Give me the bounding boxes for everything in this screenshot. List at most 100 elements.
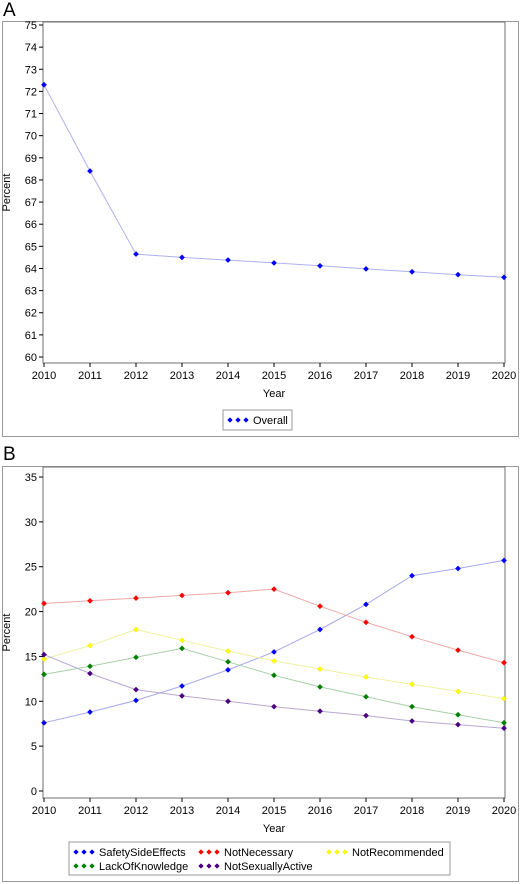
panel-b-legend-marker-LackOfKnowledge	[73, 863, 79, 869]
panel-b-point-NotSexuallyActive	[41, 651, 47, 658]
panel-b-x-tick-label: 2015	[262, 805, 286, 817]
panel-b-point-LackOfKnowledge	[271, 672, 277, 679]
panel-b-y-tick-label: 5	[31, 741, 37, 753]
panel-b-point-NotNecessary	[409, 633, 415, 640]
panel-b-point-NotRecommended	[179, 637, 185, 644]
panel-b-point-NotSexuallyActive	[225, 698, 231, 705]
panel-a-legend-marker-Overall	[227, 417, 233, 423]
panel-a-frame	[2, 21, 519, 437]
panel-a-y-tick-label: 63	[25, 286, 37, 298]
panel-a-y-tick-label: 73	[25, 64, 37, 76]
panel-a-y-tick-label: 70	[25, 131, 37, 143]
panel-b-point-NotRecommended	[409, 681, 415, 688]
panel-a-x-tick-label: 2011	[78, 370, 102, 382]
panel-b-y-tick-label: 25	[25, 562, 37, 574]
panel-a-x-tick-label: 2016	[308, 370, 332, 382]
panel-b-y-tick-label: 20	[25, 607, 37, 619]
panel-a-point-Overall	[133, 251, 139, 258]
panel-b-x-tick-label: 2010	[32, 805, 56, 817]
panel-a-point-Overall	[317, 262, 323, 269]
panel-b-legend-marker-LackOfKnowledge	[89, 863, 95, 869]
panel-a-x-axis-title: Year	[263, 388, 286, 400]
panel-b-point-LackOfKnowledge	[179, 645, 185, 652]
panel-b-series-line-NotSexuallyActive	[43, 654, 505, 729]
panel-b-series-line-SafetySideEffects	[43, 559, 505, 724]
panel-a-x-tick-label: 2012	[124, 370, 148, 382]
panel-b-legend-marker-SafetySideEffects	[81, 849, 87, 855]
panel-b-point-LackOfKnowledge	[87, 663, 93, 670]
panel-b-plot-area	[42, 466, 506, 799]
panel-b-point-NotRecommended	[455, 688, 461, 695]
panel-b-point-SafetySideEffects	[179, 683, 185, 689]
panel-b-point-NotNecessary	[501, 659, 507, 666]
panel-a-plot-area	[42, 21, 506, 364]
panel-a-y-tick-label: 62	[25, 308, 37, 320]
panel-b-point-NotNecessary	[455, 647, 461, 654]
panel-b-x-tick-label: 2016	[308, 805, 332, 817]
panel-a-point-Overall	[501, 274, 507, 281]
panel-b-point-SafetySideEffects	[41, 719, 47, 726]
panel-b-point-SafetySideEffects	[271, 648, 277, 655]
panel-b-x-tick-label: 2018	[400, 805, 424, 817]
panel-a-point-Overall	[455, 271, 461, 278]
panel-a-y-tick-label: 71	[25, 109, 37, 121]
panel-a-y-tick-label: 60	[25, 352, 37, 364]
panel-a-y-tick-label: 75	[25, 20, 37, 32]
panel-b-legend-marker-NotNecessary	[214, 849, 220, 855]
panel-b-point-NotRecommended	[87, 642, 93, 649]
panel-b-x-tick-label: 2019	[446, 805, 470, 817]
panel-b-legend-marker-NotNecessary	[198, 849, 204, 855]
panel-a-point-Overall	[271, 259, 277, 266]
panel-b-x-tick-label: 2011	[78, 805, 102, 817]
panel-a-y-tick-label: 65	[25, 241, 37, 253]
panel-b-point-LackOfKnowledge	[317, 683, 323, 690]
panel-b-point-LackOfKnowledge	[41, 671, 47, 678]
panel-b-legend-marker-NotSexuallyActive	[198, 863, 204, 869]
panel-a-point-Overall	[225, 257, 231, 264]
panel-b-label: B	[3, 444, 16, 465]
panel-a-x-tick-label: 2015	[262, 370, 286, 382]
panel-a-point-Overall	[41, 81, 47, 88]
panel-b-series-line-NotRecommended	[43, 628, 505, 700]
panel-b-point-LackOfKnowledge	[501, 719, 507, 726]
panel-b-legend-marker-SafetySideEffects	[73, 849, 79, 855]
panel-b-point-NotNecessary	[317, 603, 323, 610]
panel-a-y-tick-label: 72	[25, 86, 37, 98]
panel-b-point-NotRecommended	[363, 674, 369, 681]
panel-b-point-NotSexuallyActive	[271, 703, 277, 710]
panel-b-point-LackOfKnowledge	[409, 703, 415, 710]
panel-a-y-tick-label: 67	[25, 197, 37, 209]
panel-b-legend-marker-LackOfKnowledge	[81, 863, 87, 869]
panel-b-point-NotNecessary	[179, 592, 185, 599]
panel-a-x-tick-label: 2010	[32, 370, 56, 382]
panel-b-x-tick-label: 2017	[354, 805, 378, 817]
panel-b-point-NotSexuallyActive	[501, 725, 507, 732]
panel-b-legend-marker-NotRecommended	[334, 849, 340, 855]
panel-b-legend-label-SafetySideEffects: SafetySideEffects	[99, 847, 186, 859]
panel-a-y-axis-title: Percent	[1, 174, 13, 212]
panel-a-label: A	[3, 0, 16, 21]
panel-a-legend	[222, 409, 293, 431]
panel-b-point-NotNecessary	[133, 595, 139, 602]
panel-b-point-NotSexuallyActive	[87, 670, 93, 677]
panel-b-point-NotRecommended	[501, 695, 507, 702]
panel-a-x-tick-label: 2014	[216, 370, 240, 382]
panel-b-legend-marker-NotRecommended	[342, 849, 348, 855]
panel-b-legend-marker-NotNecessary	[206, 849, 212, 855]
panel-b-frame	[2, 466, 519, 882]
panel-a-series-line-Overall	[43, 84, 505, 278]
panel-a-point-Overall	[179, 254, 185, 261]
panel-b-point-SafetySideEffects	[455, 565, 461, 572]
panel-b-point-NotSexuallyActive	[179, 692, 185, 699]
panel-a-point-Overall	[87, 168, 93, 175]
panel-b-y-axis-title: Percent	[1, 614, 13, 652]
panel-b-point-NotNecessary	[87, 597, 93, 604]
panel-b-y-tick-label: 35	[25, 472, 37, 484]
panel-a-y-tick-label: 69	[25, 153, 37, 165]
panel-b-x-tick-label: 2012	[124, 805, 148, 817]
panel-a-y-tick-label: 68	[25, 175, 37, 187]
panel-b-point-NotRecommended	[41, 656, 47, 663]
panel-a-x-tick-label: 2018	[400, 370, 424, 382]
panel-b-point-NotSexuallyActive	[317, 708, 323, 715]
panel-b-point-SafetySideEffects	[501, 557, 507, 564]
